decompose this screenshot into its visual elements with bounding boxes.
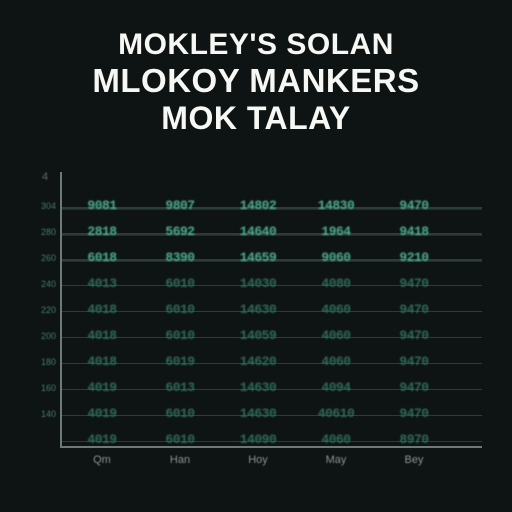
data-cell: 9470 xyxy=(384,328,444,343)
data-cell: 9470 xyxy=(384,354,444,369)
data-cell: 4060 xyxy=(306,302,366,317)
chart-title: MOKLEY'S SOLAN MLOKOY MANKERS MOK TALAY xyxy=(0,28,512,137)
x-axis-label: Han xyxy=(150,454,210,466)
data-cell: 6019 xyxy=(150,354,210,369)
data-cell: 4013 xyxy=(72,276,132,291)
data-cell: 6010 xyxy=(150,276,210,291)
data-cell: 2818 xyxy=(72,224,132,239)
data-cell: 9470 xyxy=(384,380,444,395)
data-cell: 9418 xyxy=(384,224,444,239)
x-axis-label: Hoy xyxy=(228,454,288,466)
data-cell: 4060 xyxy=(306,354,366,369)
y-tick: 304 xyxy=(34,201,56,211)
y-tick: 220 xyxy=(34,305,56,315)
data-cell: 9081 xyxy=(72,198,132,213)
data-cell: 1964 xyxy=(306,224,366,239)
data-cell: 14620 xyxy=(228,354,288,369)
data-cell: 14630 xyxy=(228,406,288,421)
data-cell: 14059 xyxy=(228,328,288,343)
data-cell: 4060 xyxy=(306,432,366,447)
data-cell: 14090 xyxy=(228,432,288,447)
data-cell: 14830 xyxy=(306,198,366,213)
y-tick: 160 xyxy=(34,383,56,393)
data-cell: 4080 xyxy=(306,276,366,291)
y-top-number: 4 xyxy=(42,171,48,183)
chart-container: MOKLEY'S SOLAN MLOKOY MANKERS MOK TALAY … xyxy=(0,0,512,512)
x-axis-label: Qm xyxy=(72,454,132,466)
data-cell: 14630 xyxy=(228,380,288,395)
y-tick: 180 xyxy=(34,357,56,367)
data-cell: 4060 xyxy=(306,328,366,343)
data-cell: 4094 xyxy=(306,380,366,395)
data-cell: 4018 xyxy=(72,354,132,369)
data-cell: 5692 xyxy=(150,224,210,239)
data-cell: 4019 xyxy=(72,406,132,421)
data-cell: 14659 xyxy=(228,250,288,265)
data-cell: 6010 xyxy=(150,328,210,343)
y-axis xyxy=(60,172,62,448)
data-cell: 6010 xyxy=(150,432,210,447)
y-tick: 260 xyxy=(34,253,56,263)
data-cell: 14030 xyxy=(228,276,288,291)
data-cell: 40610 xyxy=(306,406,366,421)
data-cell: 4019 xyxy=(72,432,132,447)
y-tick: 200 xyxy=(34,331,56,341)
title-line-3: MOK TALAY xyxy=(0,100,512,137)
data-cell: 9060 xyxy=(306,250,366,265)
data-cell: 14640 xyxy=(228,224,288,239)
data-cell: 6018 xyxy=(72,250,132,265)
data-cell: 4018 xyxy=(72,328,132,343)
data-cell: 9807 xyxy=(150,198,210,213)
data-cell: 8970 xyxy=(384,432,444,447)
y-tick: 280 xyxy=(34,227,56,237)
data-cell: 6010 xyxy=(150,302,210,317)
data-cell: 8390 xyxy=(150,250,210,265)
y-tick: 240 xyxy=(34,279,56,289)
y-tick: 140 xyxy=(34,409,56,419)
data-cell: 4018 xyxy=(72,302,132,317)
title-line-2: MLOKOY MANKERS xyxy=(0,62,512,100)
x-axis-label: May xyxy=(306,454,366,466)
data-cell: 9470 xyxy=(384,302,444,317)
data-cell: 4019 xyxy=(72,380,132,395)
data-cell: 6010 xyxy=(150,406,210,421)
x-axis-label: Bey xyxy=(384,454,444,466)
data-cell: 9470 xyxy=(384,406,444,421)
data-cell: 9470 xyxy=(384,276,444,291)
data-cell: 6013 xyxy=(150,380,210,395)
data-cell: 14802 xyxy=(228,198,288,213)
title-line-1: MOKLEY'S SOLAN xyxy=(0,28,512,62)
data-cell: 9210 xyxy=(384,250,444,265)
data-cell: 14630 xyxy=(228,302,288,317)
data-cell: 9470 xyxy=(384,198,444,213)
